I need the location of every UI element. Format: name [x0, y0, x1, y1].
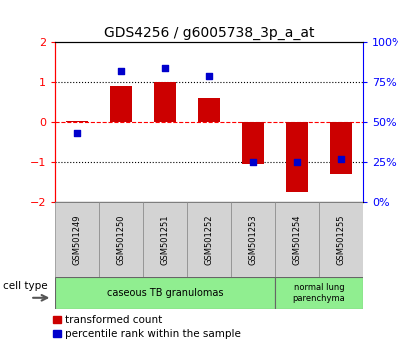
FancyBboxPatch shape: [99, 202, 143, 277]
Text: caseous TB granulomas: caseous TB granulomas: [107, 288, 223, 298]
Point: [338, 156, 344, 162]
Bar: [330, 122, 352, 174]
Point: [74, 130, 80, 136]
Text: cell type: cell type: [3, 281, 47, 291]
FancyBboxPatch shape: [275, 202, 319, 277]
Text: GSM501249: GSM501249: [72, 214, 82, 265]
Text: GSM501252: GSM501252: [205, 214, 213, 265]
FancyBboxPatch shape: [55, 202, 99, 277]
Legend: transformed count, percentile rank within the sample: transformed count, percentile rank withi…: [52, 314, 242, 341]
Text: GSM501255: GSM501255: [336, 214, 345, 265]
Point: [118, 68, 124, 74]
Bar: [242, 122, 264, 164]
FancyBboxPatch shape: [187, 202, 231, 277]
Point: [162, 65, 168, 70]
Text: GSM501251: GSM501251: [160, 214, 170, 265]
FancyBboxPatch shape: [143, 202, 187, 277]
Title: GDS4256 / g6005738_3p_a_at: GDS4256 / g6005738_3p_a_at: [104, 25, 314, 40]
Point: [294, 159, 300, 165]
FancyBboxPatch shape: [319, 202, 363, 277]
Point: [250, 159, 256, 165]
Bar: [66, 121, 88, 122]
Point: [206, 73, 212, 79]
Text: GSM501253: GSM501253: [248, 214, 258, 265]
Bar: [110, 86, 132, 122]
Bar: [286, 122, 308, 192]
Bar: [198, 98, 220, 122]
Text: GSM501254: GSM501254: [293, 214, 302, 265]
FancyBboxPatch shape: [275, 277, 363, 309]
Text: normal lung
parenchyma: normal lung parenchyma: [293, 283, 345, 303]
Text: GSM501250: GSM501250: [117, 214, 125, 265]
FancyBboxPatch shape: [55, 277, 275, 309]
FancyBboxPatch shape: [231, 202, 275, 277]
Bar: [154, 82, 176, 122]
